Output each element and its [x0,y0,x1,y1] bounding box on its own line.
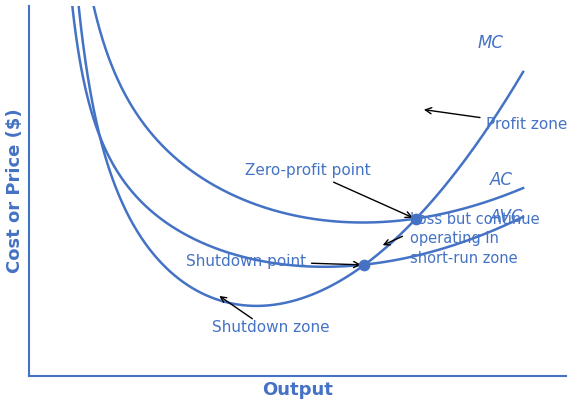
Point [359,262,369,268]
Point [411,216,420,222]
X-axis label: Output: Output [262,382,333,399]
Text: AC: AC [490,171,513,189]
Text: Shutdown point: Shutdown point [186,254,360,269]
Text: Zero-profit point: Zero-profit point [245,163,412,217]
Text: Profit zone: Profit zone [425,108,567,132]
Text: Loss but continue
operating in
short-run zone: Loss but continue operating in short-run… [410,211,540,266]
Text: Shutdown zone: Shutdown zone [212,320,329,335]
Text: AVC: AVC [490,208,524,226]
Y-axis label: Cost or Price ($): Cost or Price ($) [5,109,23,273]
Text: MC: MC [478,34,504,51]
